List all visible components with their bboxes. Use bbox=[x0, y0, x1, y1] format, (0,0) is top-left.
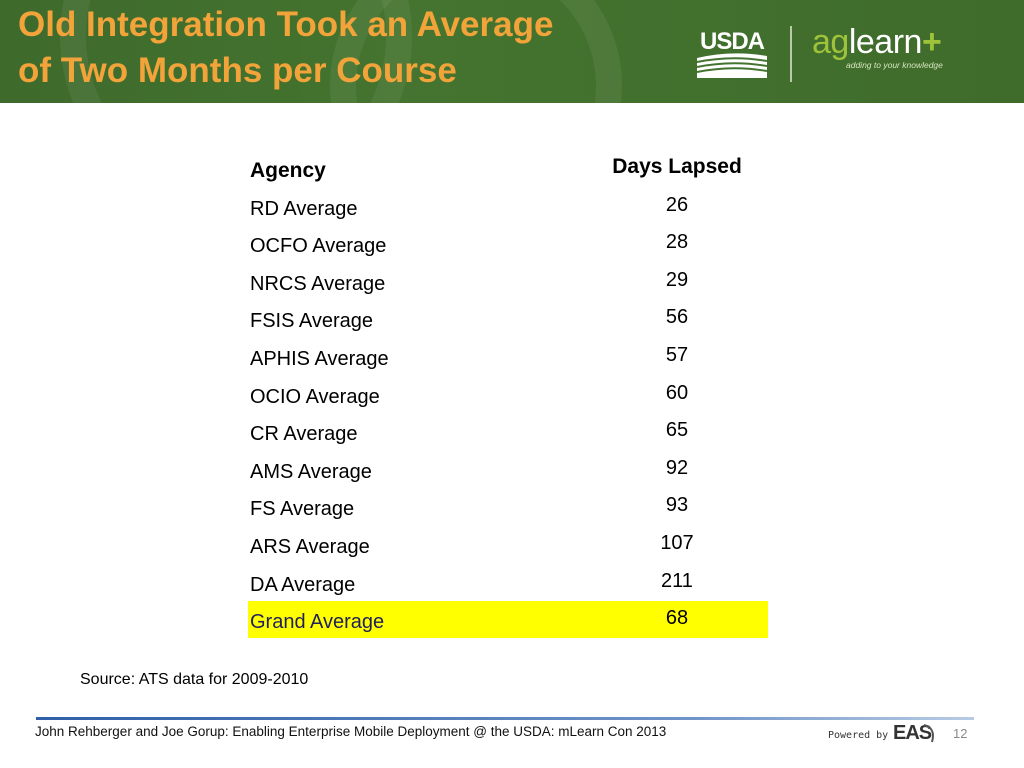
agency-cell: DA Average bbox=[250, 573, 356, 596]
agency-cell: OCIO Average bbox=[250, 385, 380, 408]
agency-cell: NRCS Average bbox=[250, 272, 386, 295]
agency-cell: FSIS Average bbox=[250, 310, 374, 333]
days-cell: 29 bbox=[665, 268, 689, 291]
table-row: RD Average 26 bbox=[248, 187, 768, 225]
page-number: 12 bbox=[953, 726, 968, 741]
usda-logo-text: USDA bbox=[699, 28, 765, 55]
powered-by-logo: Powered by EAS bbox=[828, 722, 938, 750]
grand-average-value: 68 bbox=[665, 607, 689, 630]
table-row: APHIS Average 57 bbox=[248, 337, 768, 375]
slide-title-line-2: of Two Months per Course bbox=[18, 51, 457, 90]
table-row: OCIO Average 60 bbox=[248, 375, 768, 413]
slide-title: Old Integration Took an Average of Two M… bbox=[18, 2, 553, 94]
agency-days-table: Agency Days Lapsed RD Average 26 OCFO Av… bbox=[248, 150, 768, 639]
agency-cell: ARS Average bbox=[250, 535, 370, 558]
source-note: Source: ATS data for 2009-2010 bbox=[80, 671, 309, 688]
aglearn-logo: aglearn+ adding to your knowledge bbox=[812, 22, 992, 78]
aglearn-ag: ag bbox=[812, 23, 849, 61]
eas-swoosh-icon bbox=[923, 724, 934, 743]
aglearn-learn: learn bbox=[848, 23, 923, 61]
days-cell: 211 bbox=[661, 569, 693, 592]
table-row: FS Average 93 bbox=[248, 488, 768, 526]
days-cell: 92 bbox=[665, 456, 689, 479]
table-row: DA Average 211 bbox=[248, 563, 768, 601]
agency-cell: CR Average bbox=[250, 423, 358, 446]
table-row: AMS Average 92 bbox=[248, 450, 768, 488]
table-row: ARS Average 107 bbox=[248, 525, 768, 563]
usda-logo: USDA bbox=[695, 28, 769, 80]
days-cell: 56 bbox=[665, 306, 689, 329]
table-row: NRCS Average 29 bbox=[248, 262, 768, 300]
agency-column-header: Agency bbox=[250, 159, 326, 182]
footer-credit: John Rehberger and Joe Gorup: Enabling E… bbox=[35, 724, 667, 739]
aglearn-wordmark: aglearn+ bbox=[812, 22, 942, 62]
grand-average-row: Grand Average 68 bbox=[248, 600, 768, 639]
table-row: OCFO Average 28 bbox=[248, 225, 768, 263]
slide-title-line-1: Old Integration Took an Average bbox=[18, 5, 554, 44]
agency-cell: AMS Average bbox=[250, 460, 372, 483]
footer-divider bbox=[36, 717, 974, 720]
days-cell: 60 bbox=[665, 381, 689, 404]
days-cell: 93 bbox=[665, 494, 689, 517]
table-row: FSIS Average 56 bbox=[248, 300, 768, 338]
slide-header: Old Integration Took an Average of Two M… bbox=[0, 0, 1024, 103]
eas-logo-text: EAS bbox=[893, 722, 932, 744]
agency-cell: APHIS Average bbox=[250, 347, 389, 370]
days-cell: 57 bbox=[665, 343, 689, 366]
powered-by-label: Powered by bbox=[828, 730, 889, 741]
table-header-row: Agency Days Lapsed bbox=[248, 150, 768, 187]
table-row: CR Average 65 bbox=[248, 413, 768, 451]
agency-cell: FS Average bbox=[250, 498, 355, 521]
days-cell: 107 bbox=[660, 531, 694, 554]
days-lapsed-column-header: Days Lapsed bbox=[612, 155, 742, 178]
agency-cell: RD Average bbox=[250, 197, 358, 220]
days-cell: 65 bbox=[665, 419, 689, 442]
grand-average-label: Grand Average bbox=[250, 611, 385, 634]
days-cell: 26 bbox=[665, 193, 689, 216]
aglearn-tagline: adding to your knowledge bbox=[846, 60, 943, 70]
logo-divider bbox=[790, 26, 792, 82]
usda-logo-hills-icon bbox=[696, 53, 768, 78]
days-cell: 28 bbox=[665, 231, 689, 254]
agency-cell: OCFO Average bbox=[250, 235, 387, 258]
aglearn-plus: + bbox=[921, 23, 942, 61]
